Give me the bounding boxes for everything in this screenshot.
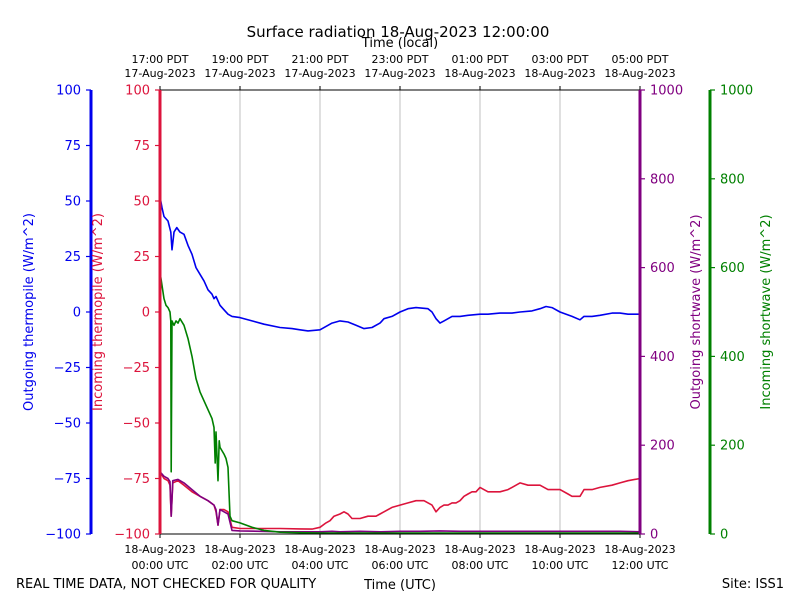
bottom-x-axis-label: Time (UTC) xyxy=(363,578,436,593)
chart-title: Surface radiation 18-Aug-2023 12:00:00 xyxy=(247,23,550,41)
quality-disclaimer: REAL TIME DATA, NOT CHECKED FOR QUALITY xyxy=(16,577,316,592)
y-tick-label: 200 xyxy=(720,439,745,454)
y-tick-label: −100 xyxy=(45,528,81,543)
top-tick-label-time: 23:00 PDT xyxy=(371,53,428,66)
y-tick-label: 100 xyxy=(56,84,81,99)
x-tick-label-date: 18-Aug-2023 xyxy=(124,543,195,556)
site-label: Site: ISS1 xyxy=(722,577,784,592)
x-tick-label-utc: 06:00 UTC xyxy=(371,559,428,572)
x-tick-label-utc: 12:00 UTC xyxy=(611,559,668,572)
y-tick-label: 75 xyxy=(64,139,81,154)
y-tick-label: 800 xyxy=(650,172,675,187)
top-tick-label-time: 17:00 PDT xyxy=(131,53,188,66)
top-tick-label-time: 01:00 PDT xyxy=(451,53,508,66)
series-line-incoming-shortwave xyxy=(159,271,640,534)
x-tick-label-utc: 08:00 UTC xyxy=(451,559,508,572)
top-tick-label-date: 17-Aug-2023 xyxy=(204,67,275,80)
y-tick-label: −75 xyxy=(54,472,81,487)
y-tick-label: 0 xyxy=(720,528,728,543)
top-tick-label-date: 17-Aug-2023 xyxy=(284,67,355,80)
y-tick-label: 400 xyxy=(720,350,745,365)
y-tick-label: 800 xyxy=(720,172,745,187)
x-tick-label-date: 18-Aug-2023 xyxy=(364,543,435,556)
top-tick-label-time: 05:00 PDT xyxy=(611,53,668,66)
x-tick-label-utc: 02:00 UTC xyxy=(211,559,268,572)
top-tick-label-time: 21:00 PDT xyxy=(291,53,348,66)
top-tick-label-date: 18-Aug-2023 xyxy=(524,67,595,80)
y-axis-label: Incoming thermopile (W/m^2) xyxy=(91,213,106,411)
x-tick-label-date: 18-Aug-2023 xyxy=(604,543,675,556)
top-tick-label-date: 17-Aug-2023 xyxy=(124,67,195,80)
y-tick-label: 0 xyxy=(142,306,150,321)
x-tick-label-date: 18-Aug-2023 xyxy=(444,543,515,556)
y-tick-label: 200 xyxy=(650,439,675,454)
x-tick-label-date: 18-Aug-2023 xyxy=(284,543,355,556)
ax-out-thermo-axis: −100 −75 −50 −25 0 25 50 75 100 Outgoing thermopi… xyxy=(22,84,93,543)
y-tick-label: 600 xyxy=(720,261,745,276)
series-line-outgoing-thermopile xyxy=(159,196,640,332)
y-axis-label: Incoming shortwave (W/m^2) xyxy=(759,214,774,409)
y-tick-label: −50 xyxy=(123,417,150,432)
y-tick-label: −100 xyxy=(114,528,150,543)
ax-in-sw-axis: 0 200 400 600 800 1000 Incoming shortwave (W/m… xyxy=(708,84,774,543)
y-tick-label: 50 xyxy=(133,195,150,210)
y-tick-label: 25 xyxy=(133,250,150,265)
y-tick-label: 0 xyxy=(73,306,81,321)
x-tick-label-utc: 04:00 UTC xyxy=(291,559,348,572)
x-tick-label-utc: 10:00 UTC xyxy=(531,559,588,572)
top-tick-label-time: 19:00 PDT xyxy=(211,53,268,66)
top-x-axis-label: Time (local) xyxy=(361,36,438,51)
y-tick-label: −50 xyxy=(54,417,81,432)
y-tick-label: −75 xyxy=(123,472,150,487)
y-axis-label: Outgoing thermopile (W/m^2) xyxy=(22,213,37,411)
top-tick-label-time: 03:00 PDT xyxy=(531,53,588,66)
y-tick-label: 1000 xyxy=(720,84,753,99)
y-axis-label: Outgoing shortwave (W/m^2) xyxy=(689,214,704,409)
ax-in-thermo-axis: −100 −75 −50 −25 0 25 50 75 100 Incoming thermopi… xyxy=(91,84,162,543)
series-layer xyxy=(159,196,641,534)
top-tick-label-date: 17-Aug-2023 xyxy=(364,67,435,80)
x-tick-label-utc: 00:00 UTC xyxy=(131,559,188,572)
x-tick-label-date: 18-Aug-2023 xyxy=(524,543,595,556)
y-tick-label: 400 xyxy=(650,350,675,365)
x-tick-label-date: 18-Aug-2023 xyxy=(204,543,275,556)
ax-out-sw-axis: 0 200 400 600 800 1000 Outgoing shortwave (W/m… xyxy=(638,84,704,543)
y-tick-label: 100 xyxy=(125,84,150,99)
y-tick-label: −25 xyxy=(54,361,81,376)
y-tick-label: 0 xyxy=(650,528,658,543)
y-tick-label: 25 xyxy=(64,250,81,265)
y-tick-label: 600 xyxy=(650,261,675,276)
y-tick-label: −25 xyxy=(123,361,150,376)
top-tick-label-date: 18-Aug-2023 xyxy=(444,67,515,80)
top-tick-label-date: 18-Aug-2023 xyxy=(604,67,675,80)
y-tick-label: 75 xyxy=(133,139,150,154)
y-tick-label: 1000 xyxy=(650,84,683,99)
y-tick-label: 50 xyxy=(64,195,81,210)
